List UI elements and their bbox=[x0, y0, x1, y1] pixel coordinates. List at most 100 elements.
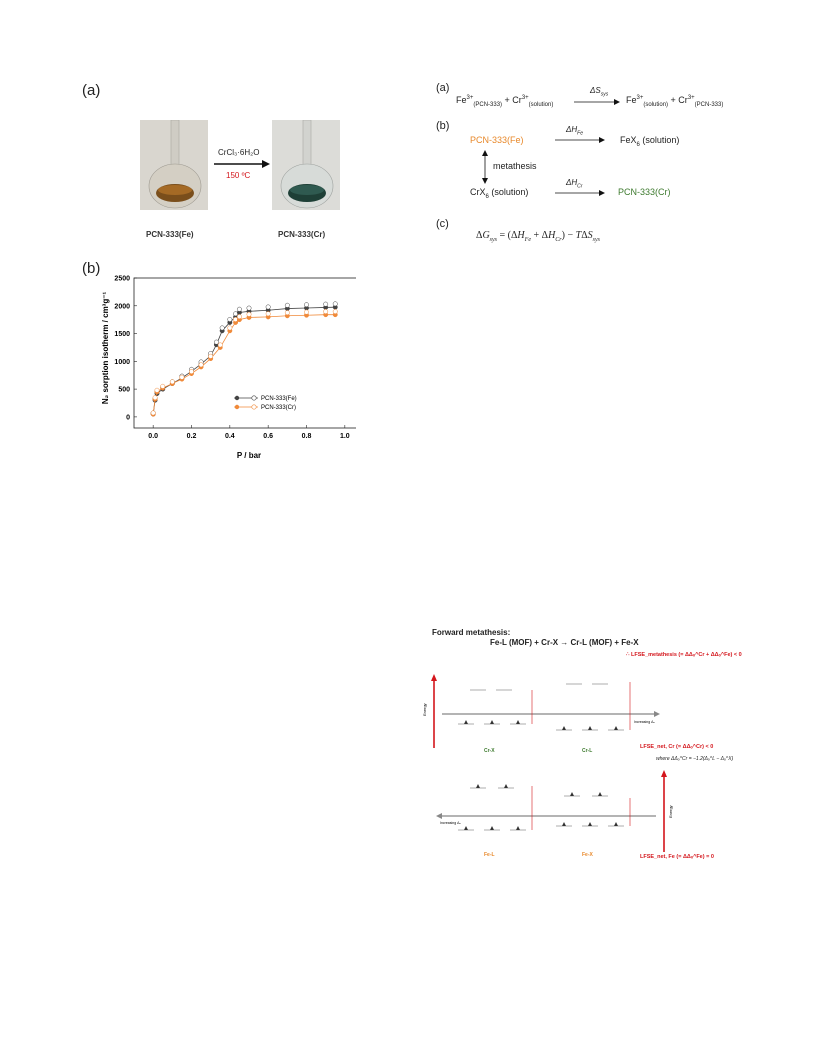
chart-legend: PCN-333(Fe) PCN-333(Cr) bbox=[234, 395, 297, 411]
data-point-open bbox=[265, 311, 271, 317]
scheme-b-crx: CrX6 (solution) bbox=[470, 187, 529, 200]
data-point-open bbox=[323, 309, 329, 314]
scheme-a-label: (a) bbox=[436, 82, 450, 94]
data-point-open bbox=[227, 316, 233, 322]
scheme-c-equation: ΔGsys = (ΔHFe + ΔHCr) − TΔSsys bbox=[476, 230, 600, 243]
cr-l-caption: Cr-L bbox=[582, 748, 592, 754]
flask-fe-icon bbox=[140, 120, 208, 210]
data-point-open bbox=[189, 369, 194, 375]
scheme-c-label: (c) bbox=[436, 218, 449, 230]
lfse-cr-net: LFSE_net, Cr (= ΔΔₒ^Cr) < 0 bbox=[640, 744, 714, 750]
cr-x-caption: Cr-X bbox=[484, 748, 495, 754]
y-tick-label: 500 bbox=[118, 387, 130, 394]
scheme-a-arrow bbox=[574, 99, 620, 105]
data-point-open bbox=[265, 304, 271, 310]
x-tick-label: 0.8 bbox=[302, 433, 312, 440]
scheme-a-arrow-label: ΔSsys bbox=[590, 86, 609, 98]
x-tick-label: 0.0 bbox=[148, 433, 158, 440]
caption-fe: PCN-333(Fe) bbox=[146, 230, 194, 239]
scheme-b-dh-cr: ΔHCr bbox=[566, 178, 583, 190]
data-point-open bbox=[246, 311, 252, 317]
data-point-open bbox=[213, 339, 219, 345]
x-tick-label: 0.2 bbox=[187, 433, 197, 440]
fe-x-caption: Fe-X bbox=[582, 852, 594, 858]
data-point-open bbox=[154, 387, 160, 393]
data-point-open bbox=[217, 342, 223, 348]
data-point-open bbox=[246, 305, 252, 311]
temperature-label: 150 ºC bbox=[226, 171, 251, 180]
electron-arrows-lower bbox=[464, 784, 618, 830]
legend-label: PCN-333(Fe) bbox=[261, 396, 297, 402]
data-point-open bbox=[323, 301, 329, 307]
x-tick-label: 1.0 bbox=[340, 433, 350, 440]
x-tick-label: 0.4 bbox=[225, 433, 235, 440]
panel-b-label: (b) bbox=[82, 260, 101, 277]
y-tick-label: 1500 bbox=[114, 331, 130, 338]
x-tick-label: 0.6 bbox=[263, 433, 273, 440]
data-point-open bbox=[198, 362, 204, 368]
reaction-arrow bbox=[214, 160, 270, 168]
scheme-a-equation: Fe3+(PCN-333) + Cr3+(solution) bbox=[456, 95, 554, 108]
increasing-label-lower: Increasing Δₒ bbox=[440, 821, 461, 825]
caption-cr: PCN-333(Cr) bbox=[278, 230, 326, 239]
y-tick-label: 1000 bbox=[114, 359, 130, 366]
isotherm-chart: 0.0 0.2 0.4 0.6 0.8 1.0 05001000150020002500 … bbox=[101, 276, 356, 460]
scheme-b-dh-fe: ΔHFe bbox=[566, 125, 583, 137]
series-line-1 bbox=[152, 314, 336, 415]
y-tick-label: 2000 bbox=[114, 303, 130, 310]
fe-l-caption: Fe-L bbox=[484, 852, 495, 858]
energy-arrow-upper bbox=[431, 674, 437, 748]
panel-a-label: (a) bbox=[82, 82, 101, 99]
scheme-b-fe-mof: PCN-333(Fe) bbox=[470, 135, 524, 145]
cr-x-levels bbox=[458, 683, 624, 731]
electron-arrows-upper bbox=[464, 720, 618, 730]
data-point-open bbox=[284, 310, 290, 316]
lfse-reaction: Fe-L (MOF) + Cr-X → Cr-L (MOF) + Fe-X bbox=[490, 638, 639, 647]
y-tick-label: 0 bbox=[126, 414, 130, 421]
flask-photo-cr bbox=[272, 120, 340, 210]
y-axis-label: N₂ sorption isotherm / cm³g⁻¹ bbox=[101, 292, 110, 405]
data-point-open bbox=[179, 374, 185, 380]
y-tick-label: 2500 bbox=[114, 276, 130, 283]
scheme-b-arrow-top bbox=[555, 137, 605, 143]
data-point-open bbox=[304, 302, 309, 308]
data-point-open bbox=[236, 306, 242, 312]
legend-marker-filled bbox=[234, 404, 240, 410]
plot-frame bbox=[133, 277, 356, 429]
data-point-open bbox=[208, 353, 214, 359]
lfse-where: where ΔΔₒ^Cr = −1.2(Δₒ^L − Δₒ^X) bbox=[656, 756, 734, 762]
scheme-a-products: Fe3+(solution) + Cr3+(PCN-333) bbox=[626, 95, 724, 108]
flask-photo-fe bbox=[140, 120, 208, 210]
energy-arrow-lower bbox=[661, 770, 667, 852]
data-point-open bbox=[150, 410, 156, 416]
scheme-b-metathesis: metathesis bbox=[493, 161, 537, 171]
data-point-open bbox=[236, 314, 242, 320]
lfse-metathesis: ∴ LFSE_metathesis (= ΔΔₒ^Cr + ΔΔₒ^Fe) < … bbox=[626, 652, 742, 658]
data-point-open bbox=[332, 301, 338, 307]
energy-label-lower: Energy bbox=[668, 805, 673, 818]
scheme-b-cr-mof: PCN-333(Cr) bbox=[618, 187, 671, 197]
data-point-open bbox=[304, 309, 309, 315]
reagent-label: CrCl₃·6H₂O bbox=[218, 148, 260, 157]
data-point-open bbox=[219, 325, 225, 331]
x-axis-label: P / bar bbox=[237, 451, 261, 460]
scheme-b-double-arrow bbox=[482, 150, 488, 184]
scheme-b-label: (b) bbox=[436, 120, 450, 132]
legend-marker-filled bbox=[234, 395, 240, 401]
legend-label: PCN-333(Cr) bbox=[261, 405, 296, 411]
data-point-open bbox=[169, 379, 175, 385]
increasing-label-upper: Increasing Δₒ bbox=[634, 720, 655, 724]
legend-marker-open bbox=[251, 395, 257, 401]
data-point-open bbox=[160, 383, 166, 389]
lfse-diagram: Energy Increasing Δₒ Cr-X Cr-L Increasin… bbox=[422, 674, 673, 858]
lfse-fe-net: LFSE_net, Fe (= ΔΔₒ^Fe) = 0 bbox=[640, 854, 714, 860]
data-point-open bbox=[227, 325, 233, 331]
flask-cr-icon bbox=[272, 120, 340, 210]
data-point-open bbox=[332, 309, 338, 314]
data-point-open bbox=[152, 395, 158, 401]
scheme-b-arrow-bottom bbox=[555, 190, 605, 196]
energy-label-upper: Energy bbox=[422, 703, 427, 716]
lfse-title: Forward metathesis: bbox=[432, 628, 511, 637]
data-point-open bbox=[284, 302, 290, 308]
scheme-b-fex: FeX6 (solution) bbox=[620, 135, 680, 148]
